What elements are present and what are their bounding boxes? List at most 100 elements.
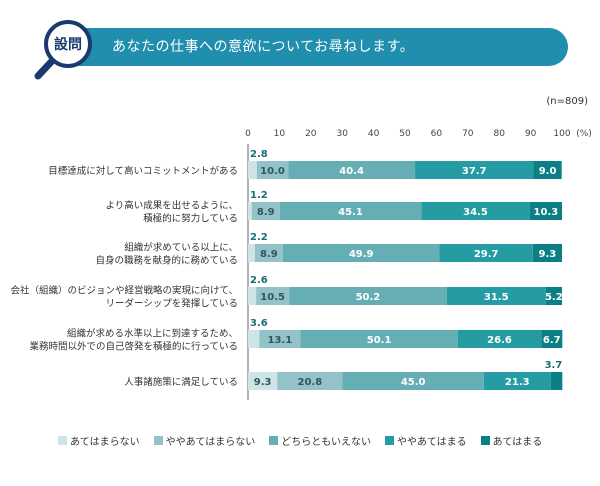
bar-segment	[421, 202, 530, 220]
question-title: あなたの仕事への意欲についてお尋ねします。	[112, 39, 415, 55]
bar-segment	[248, 372, 278, 390]
x-tick-label: 50	[399, 129, 411, 139]
bar-segment	[550, 372, 563, 390]
x-tick-label: 80	[493, 129, 505, 139]
data-label: 2.2	[250, 232, 268, 243]
data-label: 9.3	[254, 377, 272, 388]
category-label: 人事諸施策に満足している	[124, 376, 238, 388]
bar-segment	[483, 372, 551, 390]
legend-label: あてはまらない	[70, 436, 140, 448]
x-tick-label: 90	[525, 129, 537, 139]
bar-segment	[256, 161, 289, 179]
x-tick-label: 30	[336, 129, 348, 139]
category-label: リーダーシップを発揮している	[105, 298, 238, 310]
x-tick-label: 60	[431, 129, 443, 139]
legend: あてはまらない ややあてはまらない どちらともいえない ややあてはまる あてはまる	[58, 433, 543, 448]
bar-segment	[545, 287, 562, 305]
data-label: 13.1	[268, 335, 293, 346]
data-label: 20.8	[298, 377, 323, 388]
magnifier-icon: 設問	[34, 20, 92, 80]
category-label: 自身の職務を献身的に務めている	[95, 255, 238, 267]
data-label: 3.6	[250, 318, 268, 329]
data-label: 40.4	[339, 166, 364, 177]
question-badge: 設問	[54, 36, 82, 53]
data-label: 2.6	[250, 275, 268, 286]
data-label: 26.6	[487, 335, 512, 346]
data-label: 49.9	[349, 249, 374, 260]
data-label: 50.2	[356, 292, 381, 303]
data-label: 2.8	[250, 149, 268, 160]
category-label: 業務時間以外での自己啓発を積極的に行っている	[29, 341, 238, 353]
bar-segment	[256, 287, 290, 305]
data-label: 31.5	[484, 292, 509, 303]
bar-segment	[277, 372, 343, 390]
question-banner	[60, 28, 568, 66]
category-label: 会社（組織）のビジョンや経営戦略の実現に向けて、	[10, 285, 238, 297]
bar-segment	[541, 330, 563, 348]
bar-segment	[282, 244, 440, 262]
bar-segment	[529, 202, 562, 220]
data-label: 45.1	[338, 207, 363, 218]
data-label: 10.0	[260, 166, 285, 177]
bar-segment	[446, 287, 546, 305]
bar-segment	[251, 202, 280, 220]
data-label: 9.3	[539, 249, 557, 260]
bar-segment	[457, 330, 542, 348]
data-label: 29.7	[474, 249, 499, 260]
bar-segment	[288, 161, 416, 179]
bar-segment	[259, 330, 301, 348]
data-label: 1.2	[250, 190, 268, 201]
data-label: 45.0	[401, 377, 426, 388]
bar-segment	[248, 202, 252, 220]
legend-swatch	[58, 435, 67, 445]
category-label: 積極的に努力している	[143, 213, 238, 225]
bar-segment	[279, 202, 422, 220]
bar-segment	[300, 330, 458, 348]
legend-item: あてはまらない	[58, 433, 140, 448]
data-label: 10.5	[260, 292, 285, 303]
x-tick-label: 100	[553, 129, 570, 139]
sample-size-label: (n=809)	[546, 96, 588, 107]
bar-segment	[248, 161, 257, 179]
legend-item: ややあてはまらない	[153, 433, 255, 448]
x-tick-label: 20	[305, 129, 317, 139]
legend-swatch	[480, 435, 490, 445]
bar-segment	[415, 161, 534, 179]
bar-segment	[342, 372, 484, 390]
x-tick-label: 10	[274, 129, 286, 139]
bar-segment	[439, 244, 533, 262]
data-label: 21.3	[505, 377, 530, 388]
bar-segment	[533, 161, 562, 179]
data-label: 10.3	[533, 207, 558, 218]
category-label: より高い成果を出せるように、	[105, 200, 238, 212]
legend-swatch	[153, 435, 163, 445]
x-unit-label: (%)	[576, 129, 592, 139]
data-label: 5.2	[545, 292, 563, 303]
category-label: 目標達成に対して高いコミットメントがある	[48, 165, 238, 177]
data-label: 6.7	[543, 335, 561, 346]
legend-item: どちらともいえない	[269, 433, 371, 448]
data-label: 8.9	[260, 249, 278, 260]
legend-label: あてはまる	[492, 436, 543, 448]
data-label: 37.7	[462, 166, 487, 177]
bar-segment	[248, 330, 260, 348]
bar-segment	[289, 287, 447, 305]
data-label: 3.7	[545, 360, 563, 371]
data-label: 34.5	[463, 207, 488, 218]
data-label: 50.1	[367, 335, 392, 346]
legend-swatch	[269, 435, 279, 445]
legend-label: どちらともいえない	[281, 436, 372, 448]
data-label: 9.0	[539, 166, 557, 177]
bar-segment	[254, 244, 283, 262]
legend-swatch	[385, 435, 395, 445]
x-tick-label: 70	[462, 129, 474, 139]
bar-segment	[532, 244, 562, 262]
category-label: 組織が求めている以上に、	[124, 242, 238, 254]
x-tick-label: 0	[245, 129, 251, 139]
bar-segment	[248, 244, 255, 262]
x-tick-label: 40	[368, 129, 380, 139]
data-label: 8.9	[257, 207, 275, 218]
legend-label: ややあてはまる	[397, 436, 467, 448]
legend-item: ややあてはまる	[385, 433, 467, 448]
